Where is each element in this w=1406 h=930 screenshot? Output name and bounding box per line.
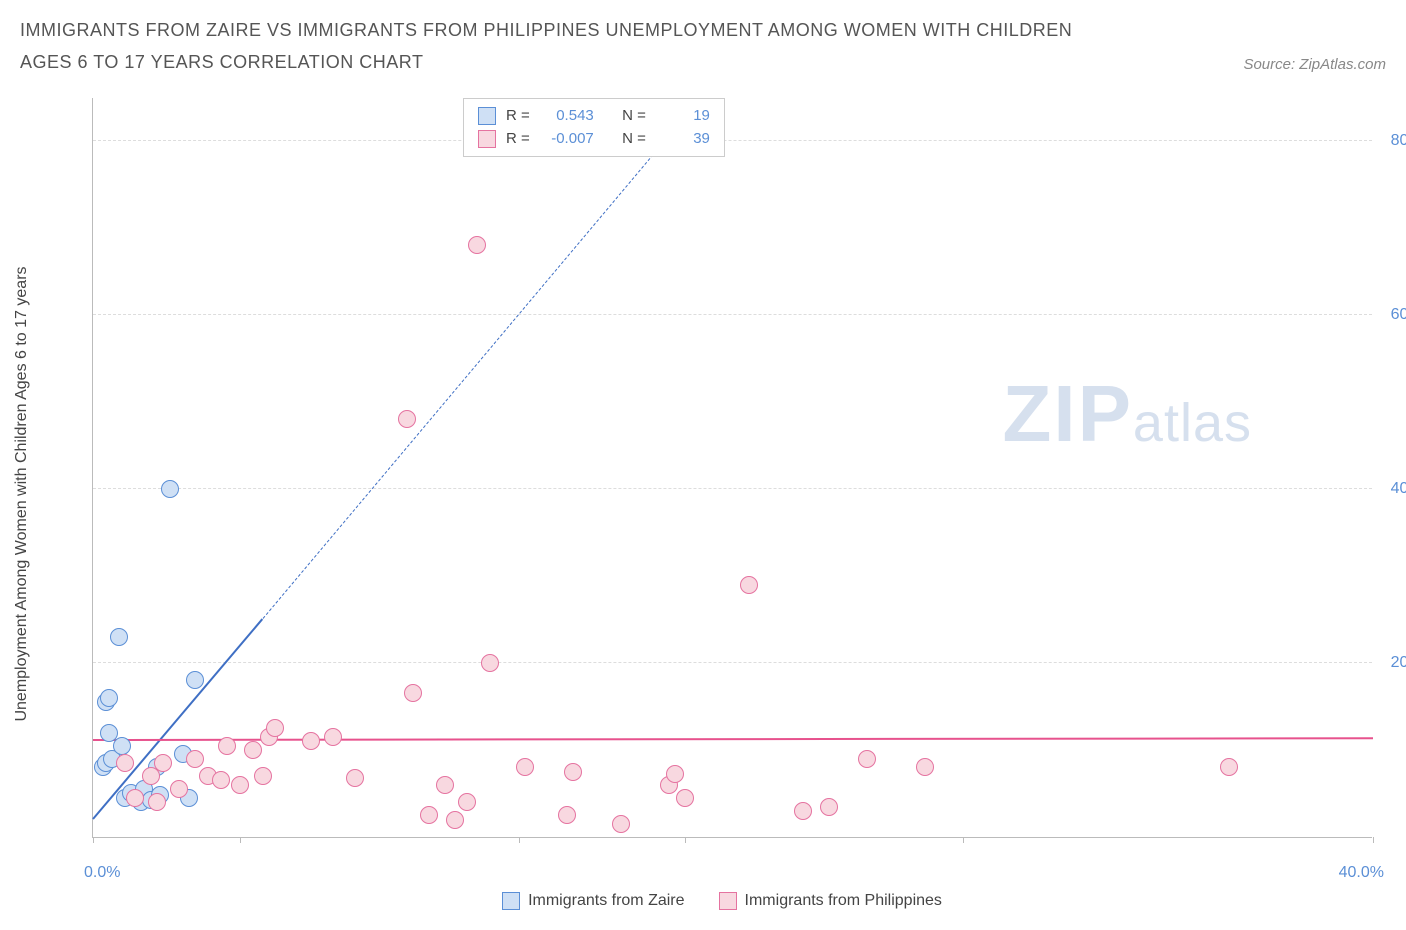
gridline — [93, 140, 1372, 141]
data-point — [404, 684, 422, 702]
data-point — [212, 771, 230, 789]
data-point — [244, 741, 262, 759]
data-point — [740, 576, 758, 594]
trend-line — [93, 738, 1373, 742]
data-point — [676, 789, 694, 807]
y-tick-label: 20.0% — [1391, 654, 1406, 672]
y-tick-label: 40.0% — [1391, 480, 1406, 498]
data-point — [858, 750, 876, 768]
data-point — [126, 789, 144, 807]
data-point — [346, 769, 364, 787]
correlation-stats-box: R = 0.543 N = 19 R = -0.007 N = 39 — [463, 98, 725, 157]
gridline — [93, 662, 1372, 663]
data-point — [113, 737, 131, 755]
data-point — [398, 410, 416, 428]
data-point — [666, 765, 684, 783]
data-point — [186, 750, 204, 768]
r-label: R = — [506, 105, 530, 128]
legend-label: Immigrants from Philippines — [745, 892, 942, 910]
legend-item: Immigrants from Zaire — [502, 892, 684, 910]
x-tick-mark — [93, 837, 94, 843]
r-value: -0.007 — [540, 128, 594, 151]
y-tick-label: 60.0% — [1391, 306, 1406, 324]
legend-label: Immigrants from Zaire — [528, 892, 684, 910]
data-point — [110, 628, 128, 646]
x-tick-mark — [1373, 837, 1374, 843]
legend-swatch — [502, 892, 520, 910]
x-tick-mark — [240, 837, 241, 843]
legend-swatch — [478, 107, 496, 125]
stats-row: R = 0.543 N = 19 — [478, 105, 710, 128]
legend-item: Immigrants from Philippines — [719, 892, 942, 910]
data-point — [218, 737, 236, 755]
data-point — [612, 815, 630, 833]
data-point — [1220, 758, 1238, 776]
data-point — [916, 758, 934, 776]
watermark-zip: ZIP — [1002, 369, 1132, 458]
n-value: 39 — [656, 128, 710, 151]
scatter-plot-area: ZIPatlas 20.0%40.0%60.0%80.0%R =0.543 N … — [92, 98, 1372, 838]
data-point — [794, 802, 812, 820]
legend-swatch — [478, 130, 496, 148]
data-point — [148, 793, 166, 811]
n-value: 19 — [656, 105, 710, 128]
data-point — [116, 754, 134, 772]
data-point — [324, 728, 342, 746]
y-tick-label: 80.0% — [1391, 132, 1406, 150]
stats-row: R = -0.007 N = 39 — [478, 128, 710, 151]
data-point — [558, 806, 576, 824]
trend-line — [262, 135, 669, 619]
data-point — [186, 671, 204, 689]
data-point — [420, 806, 438, 824]
watermark: ZIPatlas — [1002, 368, 1252, 460]
x-axis-min-label: 0.0% — [84, 864, 120, 882]
data-point — [446, 811, 464, 829]
x-tick-mark — [963, 837, 964, 843]
source-attribution: Source: ZipAtlas.com — [1243, 56, 1386, 73]
data-point — [161, 480, 179, 498]
data-point — [266, 719, 284, 737]
data-point — [231, 776, 249, 794]
data-point — [468, 236, 486, 254]
data-point — [516, 758, 534, 776]
gridline — [93, 314, 1372, 315]
chart-title: IMMIGRANTS FROM ZAIRE VS IMMIGRANTS FROM… — [20, 14, 1120, 79]
n-label: N = — [622, 128, 646, 151]
data-point — [564, 763, 582, 781]
data-point — [436, 776, 454, 794]
legend: Immigrants from Zaire Immigrants from Phi… — [62, 892, 1382, 910]
data-point — [100, 689, 118, 707]
watermark-atlas: atlas — [1133, 393, 1252, 453]
data-point — [481, 654, 499, 672]
x-tick-mark — [519, 837, 520, 843]
x-axis-max-label: 40.0% — [1339, 864, 1384, 882]
x-tick-mark — [685, 837, 686, 843]
r-label: R = — [506, 128, 530, 151]
r-value: 0.543 — [540, 105, 594, 128]
data-point — [302, 732, 320, 750]
data-point — [820, 798, 838, 816]
legend-swatch — [719, 892, 737, 910]
data-point — [154, 754, 172, 772]
y-axis-label: Unemployment Among Women with Children A… — [13, 266, 31, 721]
data-point — [254, 767, 272, 785]
chart-container: Unemployment Among Women with Children A… — [62, 90, 1382, 880]
data-point — [458, 793, 476, 811]
gridline — [93, 488, 1372, 489]
data-point — [170, 780, 188, 798]
n-label: N = — [622, 105, 646, 128]
